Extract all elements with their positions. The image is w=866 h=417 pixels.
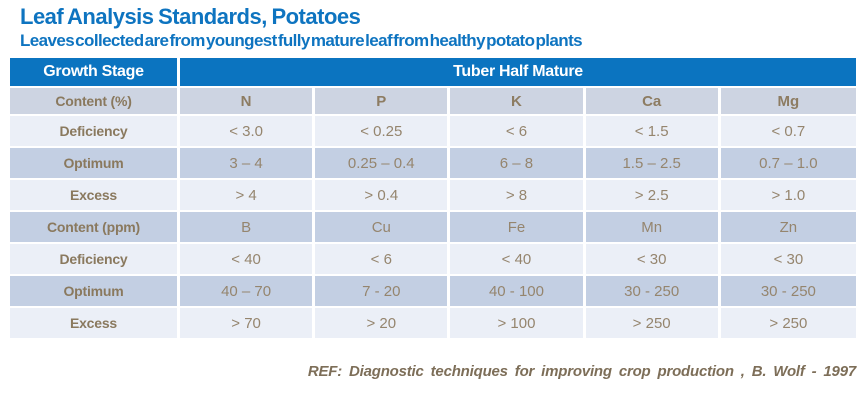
cell-value: > 4	[180, 180, 316, 212]
page-title: Leaf Analysis Standards, Potatoes	[20, 4, 361, 29]
row-label: Content (ppm)	[10, 212, 180, 244]
cell-k: K	[450, 88, 586, 116]
table-row-content-ppm: Content (ppm) B Cu Fe Mn Zn	[10, 212, 856, 244]
table-row-excess-ppm: Excess > 70 > 20 > 100 > 250 > 250	[10, 308, 856, 340]
table-row-content-pct: Content (%) N P K Ca Mg	[10, 88, 856, 116]
cell-value: 7 - 20	[315, 276, 451, 308]
cell-ca: Ca	[585, 88, 721, 116]
cell-value: < 0.25	[315, 116, 451, 148]
cell-value: > 250	[585, 308, 721, 340]
table-row-optimum-ppm: Optimum 40 – 70 7 - 20 40 - 100 30 - 250…	[10, 276, 856, 308]
cell-value: 6 – 8	[450, 148, 586, 180]
cell-value: < 6	[450, 116, 586, 148]
cell-value: > 0.4	[315, 180, 451, 212]
row-label: Optimum	[10, 276, 180, 308]
cell-b: B	[180, 212, 316, 244]
cell-value: > 100	[450, 308, 586, 340]
table-row-optimum-pct: Optimum 3 – 4 0.25 – 0.4 6 – 8 1.5 – 2.5…	[10, 148, 856, 180]
cell-value: < 0.7	[720, 116, 856, 148]
cell-fe: Fe	[450, 212, 586, 244]
cell-value: < 30	[585, 244, 721, 276]
row-label: Excess	[10, 308, 180, 340]
cell-value: < 6	[315, 244, 451, 276]
row-label: Excess	[10, 180, 180, 212]
page-subtitle: Leaves collected are from youngest fully…	[20, 31, 583, 50]
cell-value: 30 - 250	[720, 276, 856, 308]
cell-value: 3 – 4	[180, 148, 316, 180]
tuber-half-mature-header: Tuber Half Mature	[180, 58, 856, 88]
row-label: Deficiency	[10, 116, 180, 148]
cell-value: > 1.0	[720, 180, 856, 212]
cell-value: < 3.0	[180, 116, 316, 148]
cell-value: > 250	[720, 308, 856, 340]
cell-n: N	[180, 88, 316, 116]
cell-mn: Mn	[585, 212, 721, 244]
cell-value: < 40	[180, 244, 316, 276]
table-row-deficiency-ppm: Deficiency < 40 < 6 < 40 < 30 < 30	[10, 244, 856, 276]
cell-value: > 8	[450, 180, 586, 212]
cell-zn: Zn	[720, 212, 856, 244]
row-label: Deficiency	[10, 244, 180, 276]
cell-value: > 2.5	[585, 180, 721, 212]
cell-mg: Mg	[720, 88, 856, 116]
cell-value: < 30	[720, 244, 856, 276]
cell-value: 0.7 – 1.0	[720, 148, 856, 180]
cell-value: 40 - 100	[450, 276, 586, 308]
growth-stage-header: Growth Stage	[10, 58, 180, 88]
reference-text: REF: Diagnostic techniques for improving…	[307, 363, 856, 380]
cell-value: 1.5 – 2.5	[585, 148, 721, 180]
cell-value: 0.25 – 0.4	[315, 148, 451, 180]
cell-value: 40 – 70	[180, 276, 316, 308]
table-row-excess-pct: Excess > 4 > 0.4 > 8 > 2.5 > 1.0	[10, 180, 856, 212]
cell-value: > 20	[315, 308, 451, 340]
cell-value: 30 - 250	[585, 276, 721, 308]
row-label: Optimum	[10, 148, 180, 180]
leaf-analysis-table: Growth Stage Tuber Half Mature Content (…	[10, 58, 856, 340]
cell-value: > 70	[180, 308, 316, 340]
table-row-deficiency-pct: Deficiency < 3.0 < 0.25 < 6 < 1.5 < 0.7	[10, 116, 856, 148]
cell-cu: Cu	[315, 212, 451, 244]
cell-value: < 40	[450, 244, 586, 276]
cell-p: P	[315, 88, 451, 116]
table-header-row: Growth Stage Tuber Half Mature	[10, 58, 856, 88]
row-label: Content (%)	[10, 88, 180, 116]
cell-value: < 1.5	[585, 116, 721, 148]
